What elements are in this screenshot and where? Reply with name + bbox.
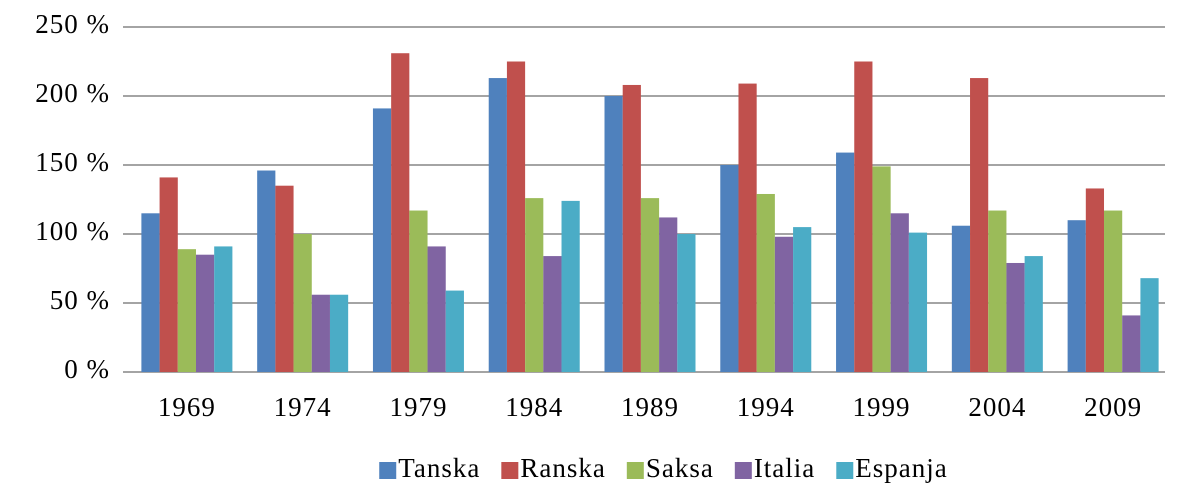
bar	[525, 198, 544, 372]
bar	[214, 246, 233, 372]
bar	[329, 294, 349, 372]
legend-swatch	[501, 462, 519, 479]
y-tick-label: 0 %	[64, 354, 110, 384]
bar	[1140, 278, 1159, 372]
bar	[659, 217, 678, 372]
x-tick-label: 1999	[853, 392, 911, 422]
legend-swatch	[626, 462, 644, 479]
bar	[372, 108, 392, 373]
bar	[141, 213, 160, 372]
bar	[1122, 315, 1141, 372]
bar	[890, 213, 909, 372]
bar	[159, 177, 178, 372]
y-tick-label: 200 %	[35, 78, 110, 108]
bar	[409, 210, 428, 372]
bar	[293, 234, 312, 372]
bar	[488, 78, 507, 372]
bar	[195, 254, 215, 372]
bar	[793, 227, 812, 372]
x-tick-label: 1979	[389, 392, 447, 422]
bar	[738, 83, 757, 372]
bar	[311, 294, 330, 372]
legend-swatch	[836, 462, 854, 479]
bar	[1104, 210, 1123, 372]
legend-label: Saksa	[646, 453, 714, 483]
bar	[640, 198, 660, 372]
bar	[1024, 256, 1043, 372]
bar	[275, 185, 294, 372]
y-tick-label: 250 %	[35, 9, 110, 39]
legend-swatch	[734, 462, 752, 479]
bar	[720, 165, 739, 372]
bar	[1006, 262, 1025, 372]
bar	[970, 78, 989, 372]
bar	[756, 193, 775, 372]
y-tick-label: 100 %	[35, 216, 110, 246]
bar	[774, 236, 794, 372]
legend-swatch	[379, 462, 397, 479]
bar	[427, 246, 446, 372]
bar	[506, 61, 526, 372]
bar	[677, 234, 696, 372]
bar	[854, 61, 873, 372]
x-tick-label: 2009	[1084, 392, 1142, 422]
legend-label: Ranska	[520, 453, 605, 483]
x-tick-label: 1984	[505, 392, 563, 422]
legend-label: Tanska	[398, 453, 480, 483]
bar	[836, 152, 855, 372]
bar	[561, 200, 580, 372]
x-tick-label: 1989	[621, 392, 679, 422]
bar	[622, 84, 641, 373]
legend-label: Italia	[754, 453, 815, 483]
x-tick-label: 1994	[737, 392, 795, 422]
legend-label: Espanja	[855, 453, 947, 483]
x-tick-label: 1974	[274, 392, 332, 422]
bar	[445, 290, 464, 372]
bar	[1085, 188, 1105, 372]
x-tick-label: 1969	[158, 392, 216, 422]
x-tick-label: 2004	[968, 392, 1026, 422]
bar	[543, 256, 562, 372]
bar	[391, 53, 410, 372]
bar	[1067, 220, 1086, 372]
bar	[177, 249, 196, 372]
bar	[951, 225, 971, 372]
bar	[257, 170, 276, 372]
bar	[908, 232, 928, 372]
y-tick-label: 50 %	[50, 285, 110, 315]
y-tick-label: 150 %	[35, 147, 110, 177]
bar	[988, 210, 1007, 372]
bar	[604, 96, 623, 372]
bar	[872, 166, 891, 372]
